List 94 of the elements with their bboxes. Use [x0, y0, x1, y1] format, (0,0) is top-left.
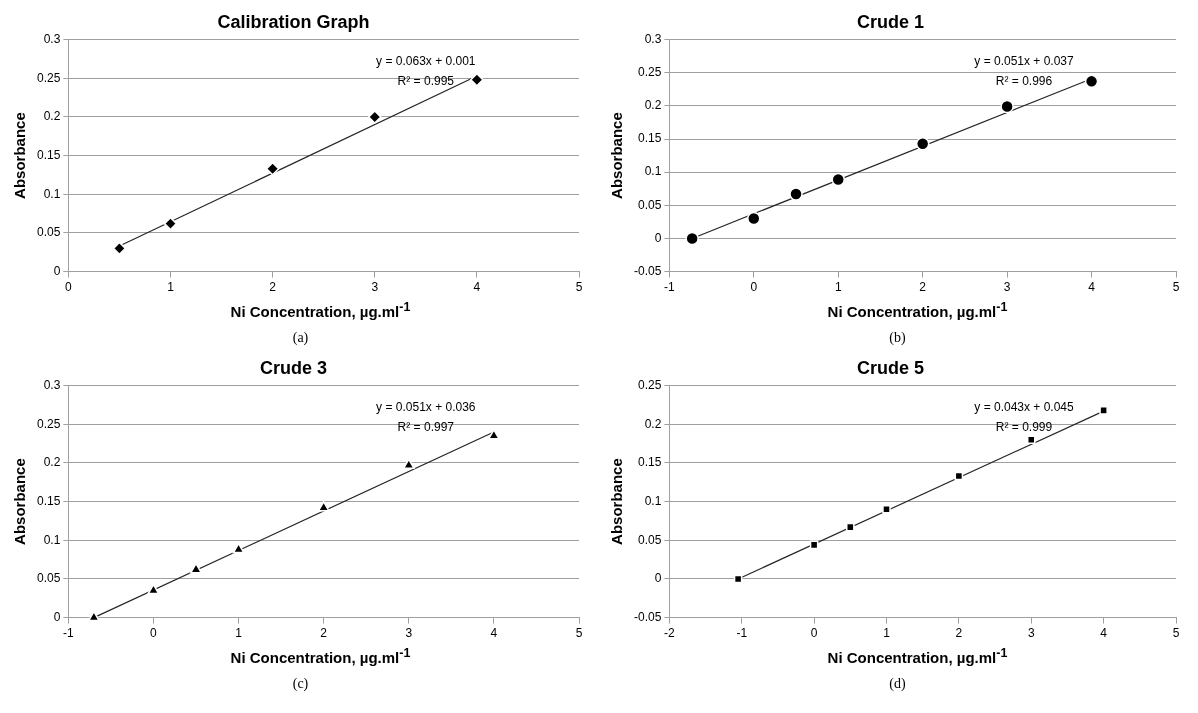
text: (b) [889, 330, 906, 346]
chart-title: Crude 1 [856, 11, 925, 32]
y-tick-label: 0.2 [43, 455, 61, 470]
y-axis-title: Absorbance [608, 112, 626, 199]
x-tick-label: 1 [883, 626, 891, 641]
y-tick-label: 0.1 [644, 164, 662, 179]
annotation: y = 0.063x + 0.001 [376, 53, 476, 68]
x-tick-label: 3 [1027, 626, 1035, 641]
point [470, 73, 484, 87]
y-tick-label: 0.05 [37, 225, 61, 240]
y-tick-label: 0.05 [637, 532, 662, 547]
point [789, 187, 803, 201]
y-tick-label: 0.2 [43, 109, 61, 124]
y-tick-label: 0.05 [637, 197, 662, 212]
y-tick-label: 0.15 [637, 455, 662, 470]
point [1099, 406, 1108, 415]
chart-title: Crude 3 [259, 357, 328, 378]
y-tick-label: 0.2 [644, 98, 662, 113]
y-tick-label: 0.15 [37, 493, 61, 508]
x-tick-label: 1 [834, 280, 842, 295]
annotation: R² = 0.999 [995, 419, 1053, 434]
y-tick-label: 0.25 [637, 65, 662, 80]
text: (a) [292, 330, 309, 346]
y-tick-label: 0.3 [43, 377, 61, 392]
x-tick-label: -1 [63, 626, 75, 641]
y-tick-label: 0.25 [637, 377, 662, 392]
annotation: y = 0.051x + 0.036 [376, 399, 476, 414]
x-tick-label: 4 [1088, 280, 1096, 295]
annotation: y = 0.043x + 0.045 [974, 399, 1075, 414]
x-tick-label: 0 [810, 626, 818, 641]
x-tick-label: 5 [1172, 280, 1180, 295]
x-axis-title: Ni Concentration, µg.ml$^{-1}$ [230, 646, 411, 666]
y-tick-label: 0.25 [37, 416, 61, 431]
x-tick-label: 3 [405, 626, 413, 641]
y-axis-title: Absorbance [608, 458, 626, 545]
annotation: R² = 0.997 [397, 419, 455, 434]
x-tick-label: 3 [371, 280, 379, 295]
point [367, 110, 382, 124]
y-tick-label: 0 [53, 609, 61, 624]
text: (d) [889, 676, 906, 692]
x-axis-title: Ni Concentration, µg.ml$^{-1}$ [230, 300, 411, 320]
x-tick-label: 4 [1100, 626, 1108, 641]
y-tick-label: 0.1 [644, 493, 662, 508]
y-tick-label: -0.05 [633, 263, 662, 278]
x-tick-label: 1 [167, 280, 175, 295]
y-tick-label: 0.15 [37, 147, 61, 162]
x-tick-label: 2 [320, 626, 328, 641]
y-tick-label: 0.3 [644, 31, 662, 46]
x-axis-title: Ni Concentration, µg.ml$^{-1}$ [827, 300, 1008, 320]
point [831, 172, 845, 187]
point [915, 136, 930, 151]
point [1000, 99, 1014, 114]
x-tick-label: 5 [575, 626, 583, 641]
y-tick-label: 0.2 [644, 416, 662, 431]
x-tick-label: 0 [750, 280, 758, 295]
point [882, 505, 891, 514]
y-tick-label: 0.25 [37, 70, 61, 85]
chart-title: Calibration Graph [217, 11, 370, 32]
x-tick-label: 2 [955, 626, 963, 641]
point [747, 211, 761, 226]
y-tick-label: 0.15 [637, 131, 662, 146]
x-tick-label: 5 [1172, 626, 1180, 641]
annotation: R² = 0.995 [397, 73, 455, 88]
y-axis-title: Absorbance [11, 458, 29, 545]
point [112, 241, 127, 256]
y-tick-label: -0.05 [633, 609, 662, 624]
y-tick-label: 0 [53, 263, 61, 278]
x-tick-label: -1 [736, 626, 748, 641]
x-tick-label: 4 [490, 626, 498, 641]
x-tick-label: 2 [919, 280, 927, 295]
x-tick-label: 3 [1003, 280, 1011, 295]
x-tick-label: 0 [65, 280, 73, 295]
text: (c) [292, 676, 309, 692]
x-tick-label: 4 [473, 280, 481, 295]
y-axis-title: Absorbance [11, 112, 29, 199]
point [685, 231, 699, 246]
y-tick-label: 0.05 [37, 571, 61, 586]
annotation: y = 0.051x + 0.037 [974, 53, 1075, 68]
point [1084, 74, 1099, 89]
x-tick-label: 1 [235, 626, 243, 641]
x-tick-label: 0 [150, 626, 158, 641]
x-axis-title: Ni Concentration, µg.ml$^{-1}$ [827, 646, 1008, 666]
annotation: R² = 0.996 [995, 73, 1053, 88]
chart-title: Crude 5 [856, 357, 925, 378]
x-tick-label: -1 [664, 280, 676, 295]
y-tick-label: 0 [654, 571, 662, 586]
y-tick-label: 0.1 [43, 186, 61, 201]
y-tick-label: 0.1 [43, 532, 61, 547]
point [265, 162, 280, 176]
x-tick-label: 2 [269, 280, 277, 295]
y-tick-label: 0 [654, 230, 662, 245]
x-tick-label: -2 [664, 626, 676, 641]
y-tick-label: 0.3 [43, 31, 61, 46]
x-tick-label: 5 [575, 280, 583, 295]
